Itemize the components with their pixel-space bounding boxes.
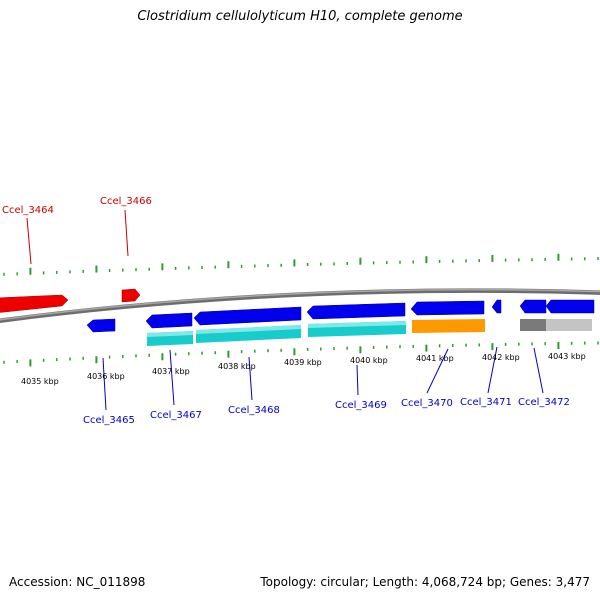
cds-feature-track [147, 319, 592, 346]
gene-arrow-ccel-3471[interactable] [491, 299, 502, 314]
kbp-label-4036: 4036 kbp [87, 372, 125, 381]
gene-arrow-ccel-3472[interactable] [519, 299, 547, 314]
accession-text: Accession: NC_011898 [9, 575, 146, 589]
cds-segment-orange[interactable] [412, 319, 485, 333]
gene-label-ccel-3470[interactable]: Ccel_3470 [401, 398, 453, 409]
gene-arrow-next[interactable] [545, 299, 595, 314]
kbp-label-4039: 4039 kbp [284, 358, 322, 367]
gene-label-ccel-3465[interactable]: Ccel_3465 [83, 415, 135, 426]
genome-backbone [0, 288, 600, 323]
gene-arrow-ccel-3467[interactable] [145, 312, 193, 329]
gene-label-ccel-3468[interactable]: Ccel_3468 [228, 405, 280, 416]
gene-arrow-ccel-3468[interactable] [193, 306, 302, 326]
kbp-label-4043: 4043 kbp [548, 352, 586, 361]
gene-arrow-ccel-3469[interactable] [306, 302, 406, 320]
genome-info-text: Topology: circular; Length: 4,068,724 bp… [260, 575, 590, 589]
kbp-label-4035: 4035 kbp [21, 377, 59, 386]
gene-label-ccel-3471[interactable]: Ccel_3471 [460, 397, 512, 408]
gene-arrow-ccel-3470[interactable] [410, 300, 485, 316]
gene-label-ccel-3472[interactable]: Ccel_3472 [518, 397, 570, 408]
map-title: Clostridium cellulolyticum H10, complete… [137, 9, 463, 24]
cds-segment-gray[interactable] [520, 319, 546, 331]
forward-strand-track [0, 288, 141, 313]
gene-arrow-ccel-3464[interactable] [0, 294, 69, 313]
gene-label-ccel-3467[interactable]: Ccel_3467 [150, 410, 202, 421]
kbp-label-4042: 4042 kbp [482, 353, 520, 362]
gene-label-ccel-3464[interactable]: Ccel_3464 [2, 205, 54, 216]
reverse-strand-track [86, 299, 595, 333]
cds-segment-lightgray[interactable] [546, 319, 592, 331]
tick-row-lower [3, 341, 599, 367]
gene-label-ccel-3469[interactable]: Ccel_3469 [335, 400, 387, 411]
gene-label-ccel-3466[interactable]: Ccel_3466 [100, 196, 152, 207]
kbp-labels: 4035 kbp 4036 kbp 4037 kbp 4038 kbp 4039… [21, 352, 586, 386]
gene-labels: Ccel_3464 Ccel_3466 Ccel_3465 Ccel_3467 … [2, 196, 570, 426]
kbp-label-4041: 4041 kbp [416, 354, 454, 363]
tick-row-upper [3, 253, 599, 276]
kbp-label-4038: 4038 kbp [218, 362, 256, 371]
kbp-label-4040: 4040 kbp [350, 356, 388, 365]
gene-label-leaders [26, 209, 544, 411]
gene-arrow-ccel-3466[interactable] [121, 288, 141, 303]
gene-arrow-ccel-3465[interactable] [86, 318, 116, 333]
kbp-label-4037: 4037 kbp [152, 367, 190, 376]
